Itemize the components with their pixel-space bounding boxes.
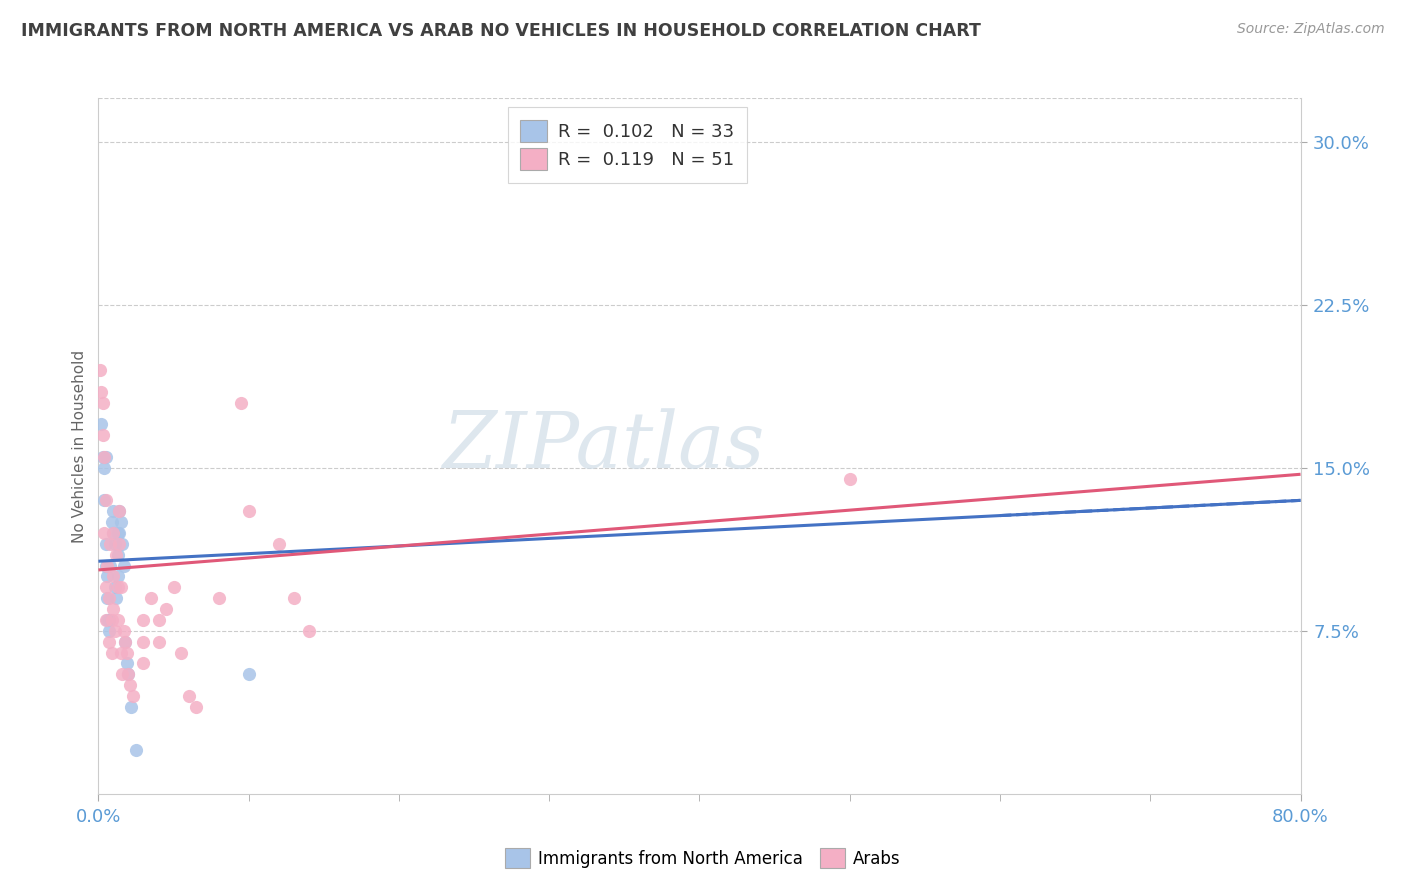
Point <box>101 646 124 660</box>
Point <box>117 667 139 681</box>
Text: IMMIGRANTS FROM NORTH AMERICA VS ARAB NO VEHICLES IN HOUSEHOLD CORRELATION CHART: IMMIGRANTS FROM NORTH AMERICA VS ARAB NO… <box>21 22 981 40</box>
Point <box>97 624 120 638</box>
Point <box>104 580 127 594</box>
Point <box>111 537 134 551</box>
Point <box>100 558 122 573</box>
Point <box>105 548 128 562</box>
Point <box>105 591 128 606</box>
Legend: Immigrants from North America, Arabs: Immigrants from North America, Arabs <box>496 839 910 877</box>
Legend: R =  0.102   N = 33, R =  0.119   N = 51: R = 0.102 N = 33, R = 0.119 N = 51 <box>508 107 747 183</box>
Point <box>283 591 305 606</box>
Point <box>97 591 120 606</box>
Point <box>94 493 117 508</box>
Point <box>132 613 155 627</box>
Point <box>111 667 134 681</box>
Point <box>148 613 170 627</box>
Point <box>93 493 115 508</box>
Point <box>108 526 131 541</box>
Point <box>107 548 129 562</box>
Point <box>96 569 118 583</box>
Point <box>238 504 260 518</box>
Point <box>103 504 125 518</box>
Point <box>94 450 117 464</box>
Point <box>110 646 132 660</box>
Point <box>103 602 125 616</box>
Point <box>96 558 118 573</box>
Point <box>93 526 115 541</box>
Point <box>100 537 122 551</box>
Point <box>103 569 125 583</box>
Point <box>110 580 132 594</box>
Point <box>107 569 129 583</box>
Point <box>132 657 155 671</box>
Point <box>96 613 118 627</box>
Point <box>162 580 184 594</box>
Point <box>177 689 200 703</box>
Point <box>107 613 129 627</box>
Point <box>122 689 145 703</box>
Point <box>114 634 136 648</box>
Point <box>107 526 129 541</box>
Point <box>208 591 231 606</box>
Point <box>125 743 148 757</box>
Point <box>94 580 117 594</box>
Point <box>121 699 143 714</box>
Point <box>93 450 115 464</box>
Point <box>267 537 290 551</box>
Point <box>108 504 131 518</box>
Point <box>155 602 177 616</box>
Point <box>104 537 127 551</box>
Point <box>139 591 162 606</box>
Point <box>97 613 120 627</box>
Point <box>94 537 117 551</box>
Point <box>118 678 141 692</box>
Point <box>104 624 127 638</box>
Point <box>115 657 138 671</box>
Point <box>101 515 124 529</box>
Point <box>112 624 135 638</box>
Point <box>112 558 135 573</box>
Y-axis label: No Vehicles in Household: No Vehicles in Household <box>72 350 87 542</box>
Point <box>91 395 114 409</box>
Point <box>108 504 131 518</box>
Point <box>108 537 131 551</box>
Point <box>184 699 207 714</box>
Point <box>107 580 129 594</box>
Point <box>91 450 114 464</box>
Point <box>103 526 125 541</box>
Point <box>115 646 138 660</box>
Point <box>89 363 111 377</box>
Point <box>96 591 118 606</box>
Point <box>103 526 125 541</box>
Point <box>110 515 132 529</box>
Point <box>298 624 321 638</box>
Point <box>114 634 136 648</box>
Point <box>90 384 112 399</box>
Point <box>97 634 120 648</box>
Text: Source: ZipAtlas.com: Source: ZipAtlas.com <box>1237 22 1385 37</box>
Point <box>91 428 114 442</box>
Point <box>170 646 193 660</box>
Point <box>231 395 253 409</box>
Point <box>93 460 115 475</box>
Point <box>238 667 260 681</box>
Text: ZIPatlas: ZIPatlas <box>441 408 765 484</box>
Point <box>132 634 155 648</box>
Point <box>90 417 112 432</box>
Point <box>148 634 170 648</box>
Point <box>838 472 860 486</box>
Point <box>94 558 117 573</box>
Point <box>94 613 117 627</box>
Point <box>117 667 139 681</box>
Point <box>101 613 124 627</box>
